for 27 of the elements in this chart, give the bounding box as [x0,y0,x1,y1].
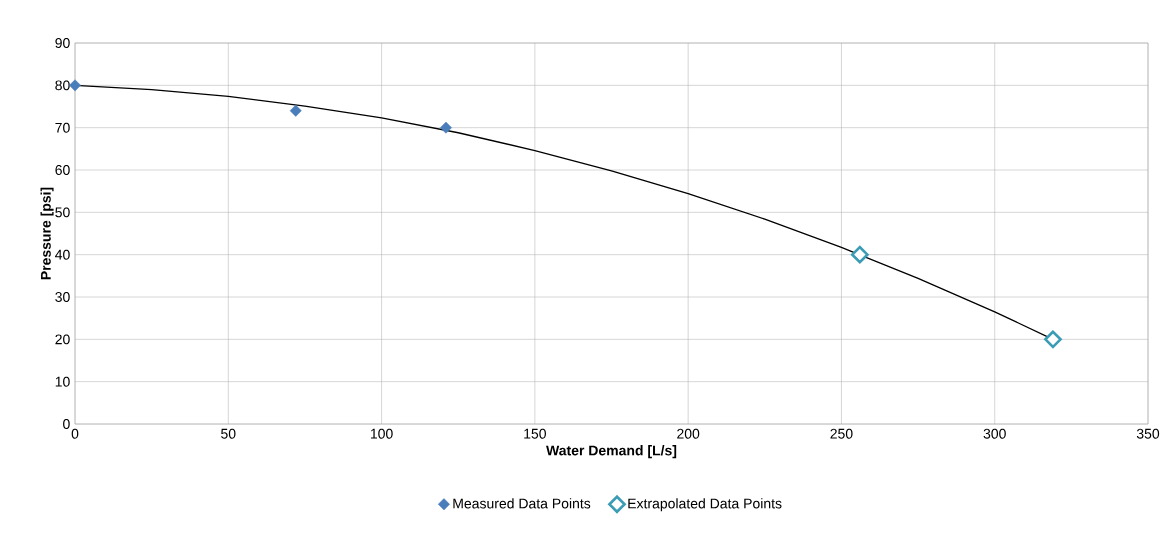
x-axis-title: Water Demand [L/s] [546,445,677,459]
y-axis-title: Pressure [psi] [40,187,54,280]
y-tick-label: 80 [55,80,70,91]
x-tick-label: 50 [221,428,236,439]
y-tick-label: 30 [55,292,70,302]
legend-label: Measured Data Points [453,498,591,509]
point [289,104,302,117]
point [1044,330,1062,349]
y-tick-label: 50 [55,207,70,218]
point [440,121,452,134]
x-tick-label: 0 [71,428,79,439]
legend-label: Extrapolated Data Points [628,498,782,512]
y-tick-label: 0 [63,419,70,429]
x-tick-label: 350 [1136,428,1160,439]
y-tick-label: 70 [55,122,70,133]
y-tick-label: 60 [55,165,70,175]
x-tick-label: 300 [983,428,1006,439]
x-tick-label: 150 [524,428,546,439]
point [850,245,869,264]
y-tick-label: 20 [55,334,70,345]
x-tick-label: 200 [677,428,700,439]
y-tick-label: 90 [55,38,70,48]
x-tick-label: 250 [830,428,853,439]
point [69,79,81,92]
y-tick-label: 40 [55,249,70,260]
x-tick-label: 100 [370,428,393,439]
y-tick-label: 10 [55,376,70,387]
